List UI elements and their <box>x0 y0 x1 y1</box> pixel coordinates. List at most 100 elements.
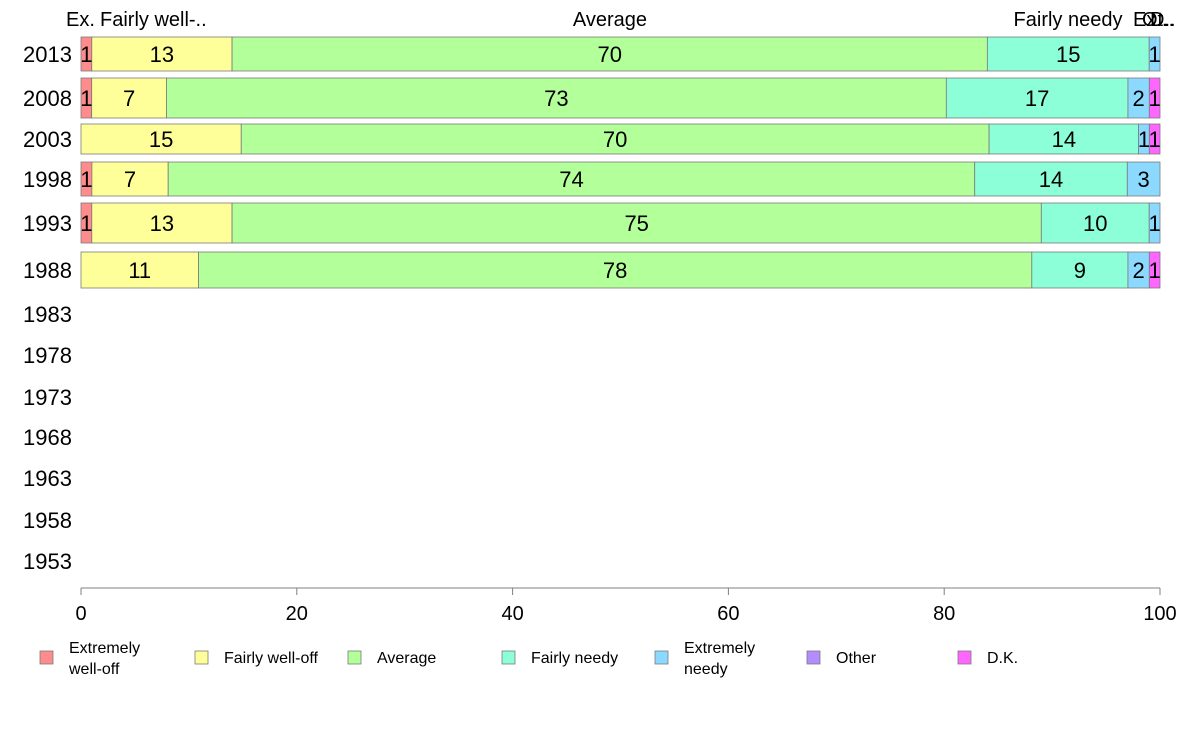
legend-label-5: Other <box>836 650 877 667</box>
segment-label-2008-4: 2 <box>1133 86 1145 111</box>
legend-swatch-3 <box>501 650 516 665</box>
y-label-1968: 1968 <box>23 425 72 450</box>
x-tick-label-60: 60 <box>717 603 739 625</box>
bar-segment-2003-2 <box>240 123 990 155</box>
y-label-1983: 1983 <box>23 302 72 327</box>
segment-label-2003-2: 70 <box>603 127 627 152</box>
legend-label-4-line-1: needy <box>684 661 728 678</box>
bar-segment-1988-6 <box>1148 251 1161 289</box>
segment-label-1993-2: 75 <box>624 211 648 236</box>
segment-labels-layer: 1 13 70 15 11 7 73 17 2 115 70 14 111 7 74 14 31 13 75 10 11… <box>80 42 1161 283</box>
segment-label-2008-6: 1 <box>1149 86 1161 111</box>
x-tick-label-40: 40 <box>501 603 523 625</box>
segment-label-1988-3: 9 <box>1074 258 1086 283</box>
top-labels-layer: Ex. Fairly well-.. Average Fairly needy Ex..… <box>66 9 1176 31</box>
segment-label-1998-1: 7 <box>124 167 136 192</box>
segment-label-2008-3: 17 <box>1025 86 1049 111</box>
segment-label-1988-2: 78 <box>603 258 627 283</box>
bar-segment-2008-1 <box>91 77 167 119</box>
top-label-6: D.. <box>1150 9 1176 31</box>
segment-label-2003-6: 1 <box>1149 127 1161 152</box>
bar-segment-2003-6 <box>1148 123 1161 155</box>
segment-label-2013-1: 13 <box>150 42 174 67</box>
legend-label-3: Fairly needy <box>531 650 618 667</box>
bar-segment-1998-1 <box>91 161 169 197</box>
legend-swatch-4 <box>654 650 669 665</box>
bar-segment-1988-1 <box>80 251 199 289</box>
x-tick-label-100: 100 <box>1143 603 1176 625</box>
segment-label-2013-0: 1 <box>80 42 92 67</box>
segment-label-2008-1: 7 <box>123 86 135 111</box>
segment-label-1993-3: 10 <box>1083 211 1107 236</box>
bar-segment-1998-4 <box>1126 161 1161 197</box>
segment-label-1988-4: 2 <box>1133 258 1145 283</box>
bar-segment-2008-2 <box>166 77 947 119</box>
legend: Extremely well-off Fairly well-off Average F… <box>39 640 1018 678</box>
legend-swatch-2 <box>347 650 362 665</box>
segment-label-2013-2: 70 <box>597 42 621 67</box>
segment-label-2013-3: 15 <box>1056 42 1080 67</box>
legend-label-0-line-1: well-off <box>68 661 120 678</box>
bar-segment-2003-3 <box>988 123 1140 155</box>
legend-label-4-line-0: Extremely <box>684 640 755 657</box>
x-tick-label-80: 80 <box>933 603 955 625</box>
top-label-4: Ex.. <box>1133 9 1167 31</box>
bars-layer <box>80 36 1161 289</box>
y-axis-labels: 2013 2008 2003 1998 1993 1988 1983 1978 1973 1968… <box>23 42 72 574</box>
segment-label-2008-2: 73 <box>544 86 568 111</box>
segment-label-2013-4: 1 <box>1148 42 1160 67</box>
x-tick-label-20: 20 <box>286 603 308 625</box>
y-label-1993: 1993 <box>23 211 72 236</box>
segment-label-1998-0: 1 <box>80 167 92 192</box>
y-label-2008: 2008 <box>23 86 72 111</box>
bar-segment-2008-6 <box>1148 77 1161 119</box>
segment-label-1988-6: 1 <box>1149 258 1161 283</box>
legend-swatch-6 <box>957 650 972 665</box>
legend-label-1: Fairly well-off <box>224 650 319 667</box>
segment-label-1998-4: 3 <box>1138 167 1150 192</box>
y-label-1973: 1973 <box>23 385 72 410</box>
x-tick-label-0: 0 <box>75 603 86 625</box>
bar-segment-2003-1 <box>80 123 242 155</box>
bar-segment-2013-2 <box>231 36 988 72</box>
y-label-2013: 2013 <box>23 42 72 67</box>
y-label-1988: 1988 <box>23 258 72 283</box>
legend-swatch-0 <box>39 650 54 665</box>
segment-label-2008-0: 1 <box>80 86 92 111</box>
bar-segment-2008-3 <box>945 77 1129 119</box>
top-label-0: Ex. <box>66 9 95 31</box>
y-label-1998: 1998 <box>23 167 72 192</box>
y-label-2003: 2003 <box>23 127 72 152</box>
legend-swatch-1 <box>194 650 209 665</box>
bar-segment-1998-3 <box>974 161 1128 197</box>
top-label-2: Average <box>573 9 647 31</box>
bar-segment-1993-4 <box>1148 202 1161 244</box>
segment-label-1993-4: 1 <box>1148 211 1160 236</box>
segment-label-1998-2: 74 <box>559 167 583 192</box>
legend-label-0-line-0: Extremely <box>69 640 140 657</box>
y-label-1963: 1963 <box>23 466 72 491</box>
segment-label-2003-4: 1 <box>1138 127 1150 152</box>
bar-segment-1993-2 <box>231 202 1042 244</box>
segment-label-1998-3: 14 <box>1039 167 1063 192</box>
top-label-1: Fairly well-.. <box>100 9 207 31</box>
legend-label-2: Average <box>377 650 436 667</box>
bar-segment-1988-3 <box>1031 251 1129 289</box>
bar-segment-1998-2 <box>167 161 976 197</box>
y-label-1953: 1953 <box>23 549 72 574</box>
bar-segment-1993-3 <box>1040 202 1150 244</box>
bar-segment-2013-4 <box>1148 36 1161 72</box>
bar-segment-1988-2 <box>198 251 1033 289</box>
legend-label-6: D.K. <box>987 650 1018 667</box>
x-axis: 0 20 40 60 80 100 <box>75 587 1177 625</box>
segment-label-2003-3: 14 <box>1052 127 1076 152</box>
segment-label-1988-1: 11 <box>128 258 151 283</box>
segment-label-1993-0: 1 <box>80 211 92 236</box>
bar-segment-1993-1 <box>91 202 233 244</box>
legend-swatch-5 <box>806 650 821 665</box>
segment-label-2003-1: 15 <box>149 127 173 152</box>
y-label-1978: 1978 <box>23 343 72 368</box>
top-label-3: Fairly needy <box>1014 9 1123 31</box>
y-label-1958: 1958 <box>23 508 72 533</box>
